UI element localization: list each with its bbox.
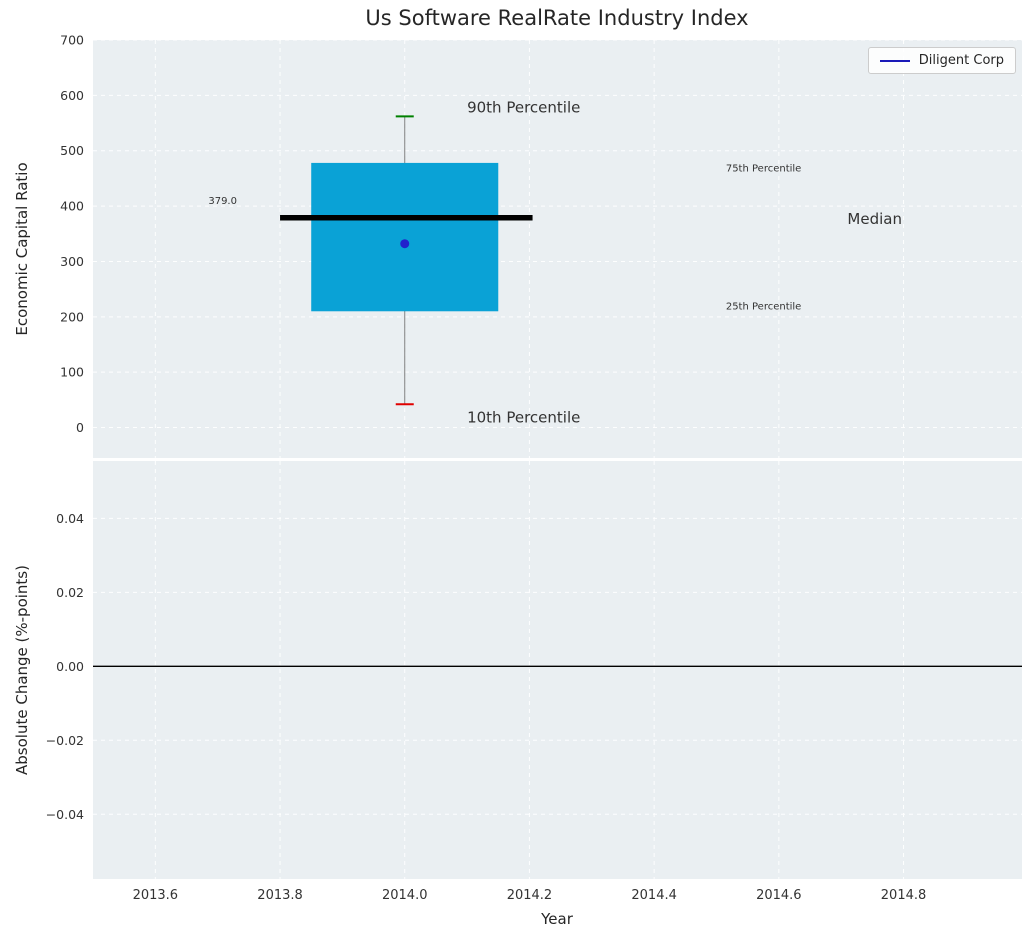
annotation-25th-percentile: 25th Percentile	[726, 301, 802, 312]
y-tick-label: 0.02	[56, 585, 84, 600]
axes-background-top	[93, 40, 1022, 458]
x-tick-label: 2014.2	[507, 888, 553, 903]
y-axis-label-bottom: Absolute Change (%-points)	[13, 565, 31, 775]
y-tick-label: 400	[60, 199, 84, 214]
x-tick-label: 2014.6	[756, 888, 802, 903]
annotation-75th-percentile: 75th Percentile	[726, 163, 802, 174]
x-tick-label: 2013.8	[257, 888, 303, 903]
y-tick-label: 100	[60, 365, 84, 380]
axes-background-bottom	[93, 461, 1022, 879]
y-tick-label: 200	[60, 309, 84, 324]
x-tick-label: 2014.8	[881, 888, 927, 903]
annotation-90th-percentile: 90th Percentile	[467, 99, 580, 117]
y-tick-label: 0.04	[56, 511, 84, 526]
annotation-median: Median	[847, 210, 902, 228]
y-tick-label: 0.00	[56, 659, 84, 674]
company-point	[400, 239, 410, 249]
legend-label: Diligent Corp	[918, 53, 1004, 68]
x-tick-label: 2014.0	[382, 888, 428, 903]
iqr-box	[311, 162, 499, 312]
legend: Diligent Corp	[867, 47, 1016, 74]
x-axis-label: Year	[541, 910, 573, 928]
y-tick-label: 300	[60, 254, 84, 269]
y-tick-label: 0	[76, 420, 84, 435]
y-tick-label: −0.04	[46, 807, 84, 822]
y-tick-label: 600	[60, 88, 84, 103]
y-tick-label: 700	[60, 33, 84, 48]
x-tick-label: 2014.4	[631, 888, 677, 903]
chart-title: Us Software RealRate Industry Index	[365, 6, 749, 30]
y-tick-label: 500	[60, 143, 84, 158]
x-tick-label: 2013.6	[133, 888, 179, 903]
annotation-10th-percentile: 10th Percentile	[467, 409, 580, 427]
y-tick-label: −0.02	[46, 733, 84, 748]
y-axis-label-top: Economic Capital Ratio	[13, 162, 31, 336]
annotation-379-0: 379.0	[208, 196, 237, 207]
legend-line-swatch	[879, 59, 910, 62]
